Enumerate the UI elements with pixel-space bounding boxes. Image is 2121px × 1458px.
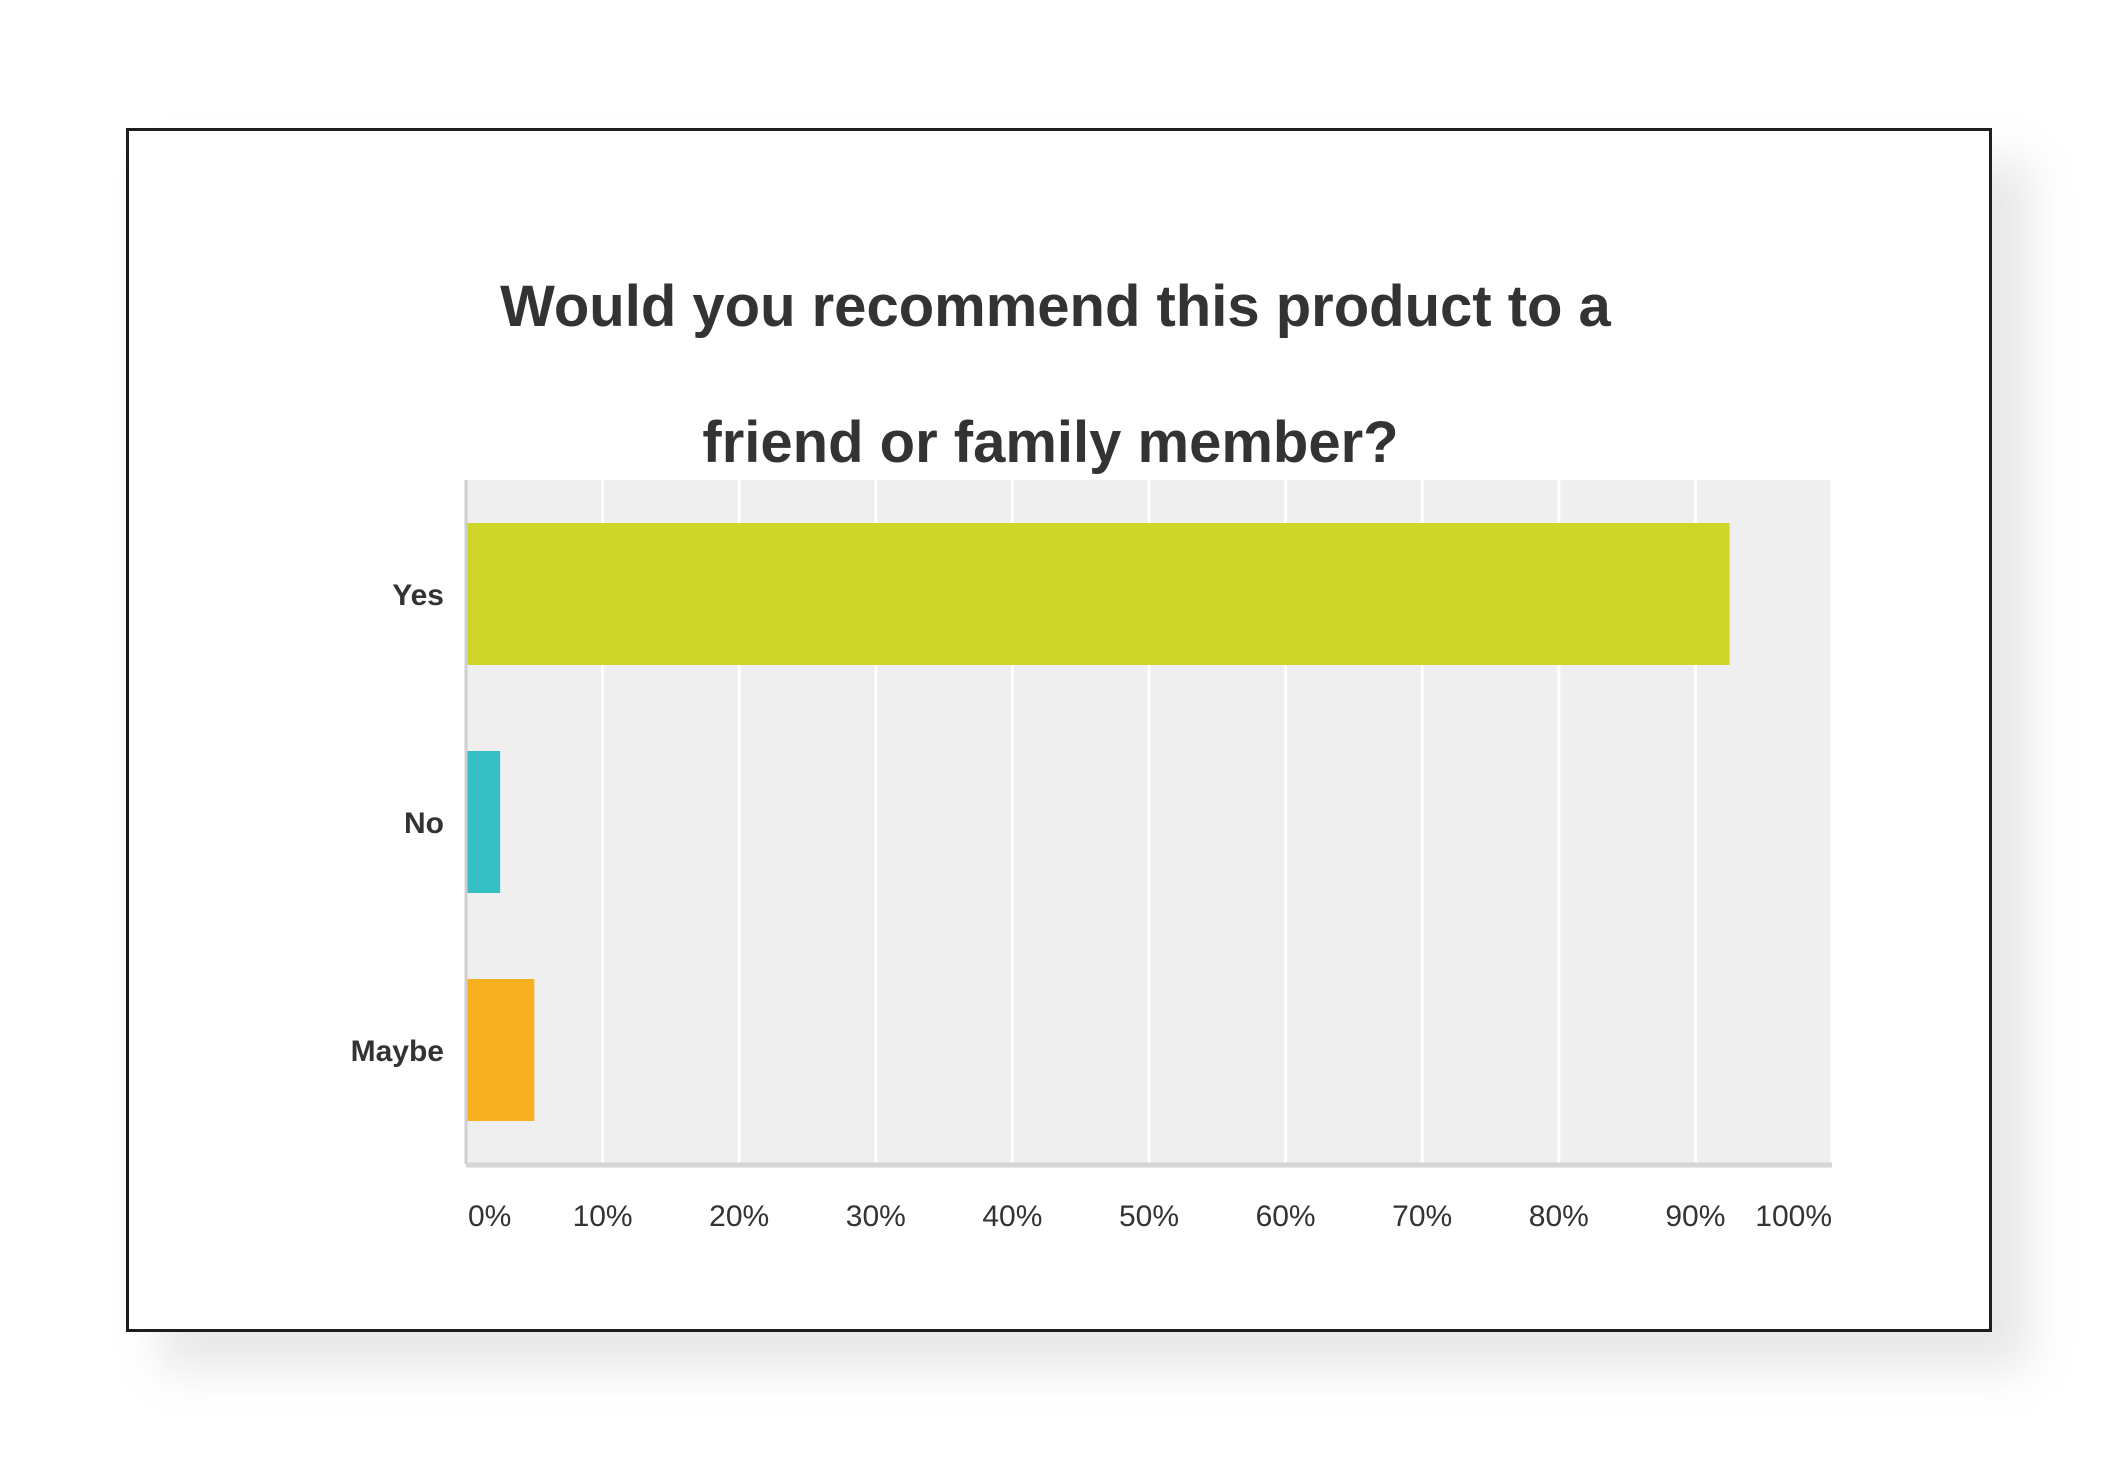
bar-yes [466,523,1730,665]
x-tick-label-80: 80% [1529,1200,1589,1233]
chart-title-line-2: friend or family member? [702,410,1399,475]
bar-maybe [466,979,535,1121]
x-tick-label-50: 50% [1119,1200,1179,1233]
x-tick-label-100: 100% [1755,1200,1832,1233]
category-label-yes: Yes [392,579,444,612]
x-tick-label-60: 60% [1256,1200,1316,1233]
x-tick-label-30: 30% [846,1200,906,1233]
chart-title: Would you recommend this product to a fr… [0,205,2121,545]
x-tick-label-90: 90% [1665,1200,1725,1233]
x-tick-label-0: 0% [468,1200,511,1233]
x-tick-label-70: 70% [1392,1200,1452,1233]
x-tick-label-10: 10% [573,1200,633,1233]
x-tick-label-20: 20% [709,1200,769,1233]
category-label-maybe: Maybe [351,1035,444,1068]
category-label-no: No [404,807,444,840]
x-tick-label-40: 40% [982,1200,1042,1233]
bar-no [466,751,501,893]
chart-title-line-1: Would you recommend this product to a [500,274,1611,339]
